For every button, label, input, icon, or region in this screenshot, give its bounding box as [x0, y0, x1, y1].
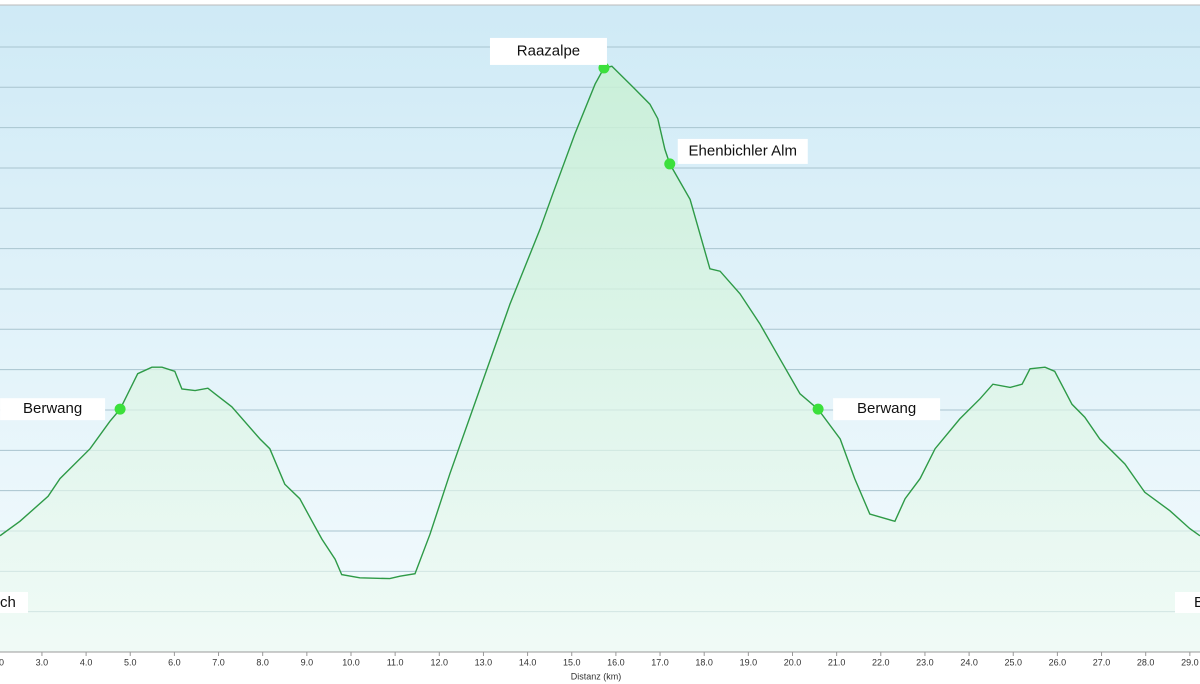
x-tick-label: 10.0: [342, 657, 360, 667]
x-tick-label: 16.0: [607, 657, 625, 667]
x-tick-label: 17.0: [651, 657, 669, 667]
x-tick-label: 22.0: [872, 657, 890, 667]
x-tick-label: 25.0: [1004, 657, 1022, 667]
label-box: [833, 398, 941, 421]
waypoint-marker: [114, 403, 126, 415]
x-tick-label: 11.0: [387, 657, 404, 667]
label-box: [1175, 592, 1200, 613]
waypoint-marker: [598, 62, 610, 74]
x-tick-label: 24.0: [960, 657, 978, 667]
x-tick-label: 6.0: [168, 657, 181, 667]
x-tick-label: 5.0: [124, 657, 137, 667]
x-tick-label: 13.0: [475, 657, 493, 667]
x-tick-label: 9.0: [301, 657, 314, 667]
x-tick-label: 26.0: [1049, 657, 1067, 667]
area-fill: [0, 66, 1200, 653]
x-tick-label: 14.0: [519, 657, 537, 667]
x-tick-label: 28.0: [1137, 657, 1155, 667]
x-tick-label: 4.0: [80, 657, 93, 667]
label-box: [489, 37, 607, 65]
x-tick-label: 8.0: [256, 657, 269, 667]
x-tick-label: 20.0: [784, 657, 802, 667]
x-tick-label: 23.0: [916, 657, 934, 667]
x-tick-label: 18.0: [695, 657, 713, 667]
waypoint-label: Berwang: [857, 400, 916, 417]
x-tick-label: 21.0: [828, 657, 846, 667]
edge-label: B: [1194, 594, 1200, 611]
x-tick-label: 19.0: [740, 657, 758, 667]
waypoint-marker: [812, 403, 824, 415]
label-box: [677, 138, 808, 164]
x-tick-label: 27.0: [1093, 657, 1111, 667]
x-tick-label: 3.0: [36, 657, 49, 667]
waypoint-marker: [664, 158, 676, 170]
x-tick-label: 15.0: [563, 657, 581, 667]
edge-label: ch: [0, 594, 16, 611]
x-tick-label: 29.0: [1181, 657, 1199, 667]
x-tick-label: 2.0: [0, 657, 4, 667]
x-tick-label: 7.0: [212, 657, 225, 667]
waypoint-label: Raazalpe: [517, 42, 580, 59]
waypoint-label: Ehenbichler Alm: [689, 142, 797, 159]
label-box: [0, 592, 28, 613]
label-box: [0, 398, 106, 421]
waypoint-label: Berwang: [23, 400, 82, 417]
x-axis-label: Distanz (km): [571, 671, 622, 681]
x-tick-label: 12.0: [431, 657, 449, 667]
